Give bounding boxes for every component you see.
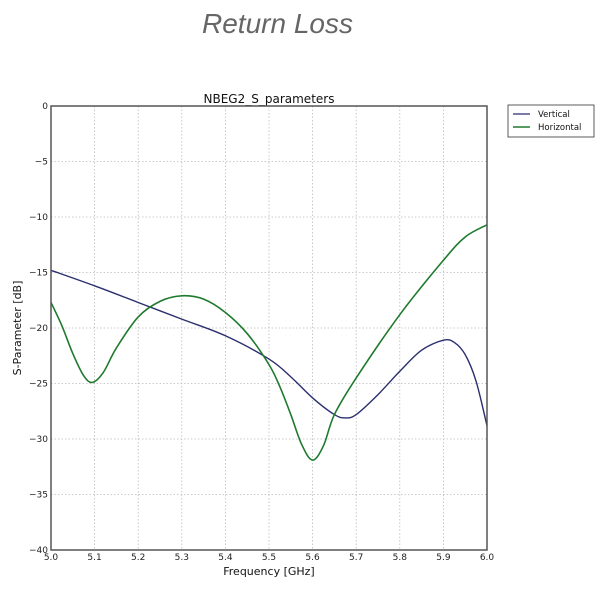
y-tick-label: −20	[29, 324, 48, 334]
y-tick-label: −40	[29, 546, 48, 556]
x-axis-label: Frequency [GHz]	[223, 565, 314, 578]
chart-title: NBEG2_S_parameters	[204, 92, 335, 106]
x-tick-label: 5.3	[175, 553, 189, 563]
legend-box	[507, 104, 595, 138]
legend-label-vertical: Vertical	[538, 110, 570, 120]
y-tick-label: −30	[29, 435, 48, 445]
legend-label-horizontal: Horizontal	[538, 123, 581, 133]
legend: Vertical Horizontal	[507, 104, 595, 138]
y-tick-label: 0	[42, 102, 48, 112]
plot-frame	[50, 105, 488, 551]
page-heading: Return Loss	[202, 8, 353, 39]
series-line-horizontal	[50, 224, 488, 461]
x-tick-label: 5.9	[436, 553, 451, 563]
x-tick-label: 5.7	[349, 553, 363, 563]
y-axis-label: S-Parameter [dB]	[11, 281, 24, 376]
y-tick-label: −15	[29, 269, 48, 279]
y-tick-label: −10	[29, 213, 48, 223]
y-tick-label: −5	[35, 158, 48, 168]
y-tick-label: −35	[29, 491, 48, 501]
x-tick-label: 5.6	[305, 553, 320, 563]
x-tick-label: 5.8	[393, 553, 408, 563]
x-tick-label: 5.2	[131, 553, 145, 563]
x-tick-label: 5.4	[218, 553, 233, 563]
x-tick-label: 5.0	[44, 553, 59, 563]
y-tick-label: −25	[29, 380, 48, 390]
x-tick-label: 5.5	[262, 553, 276, 563]
x-tick-label: 6.0	[480, 553, 495, 563]
series-line-vertical	[50, 269, 488, 426]
x-tick-label: 5.1	[87, 553, 101, 563]
